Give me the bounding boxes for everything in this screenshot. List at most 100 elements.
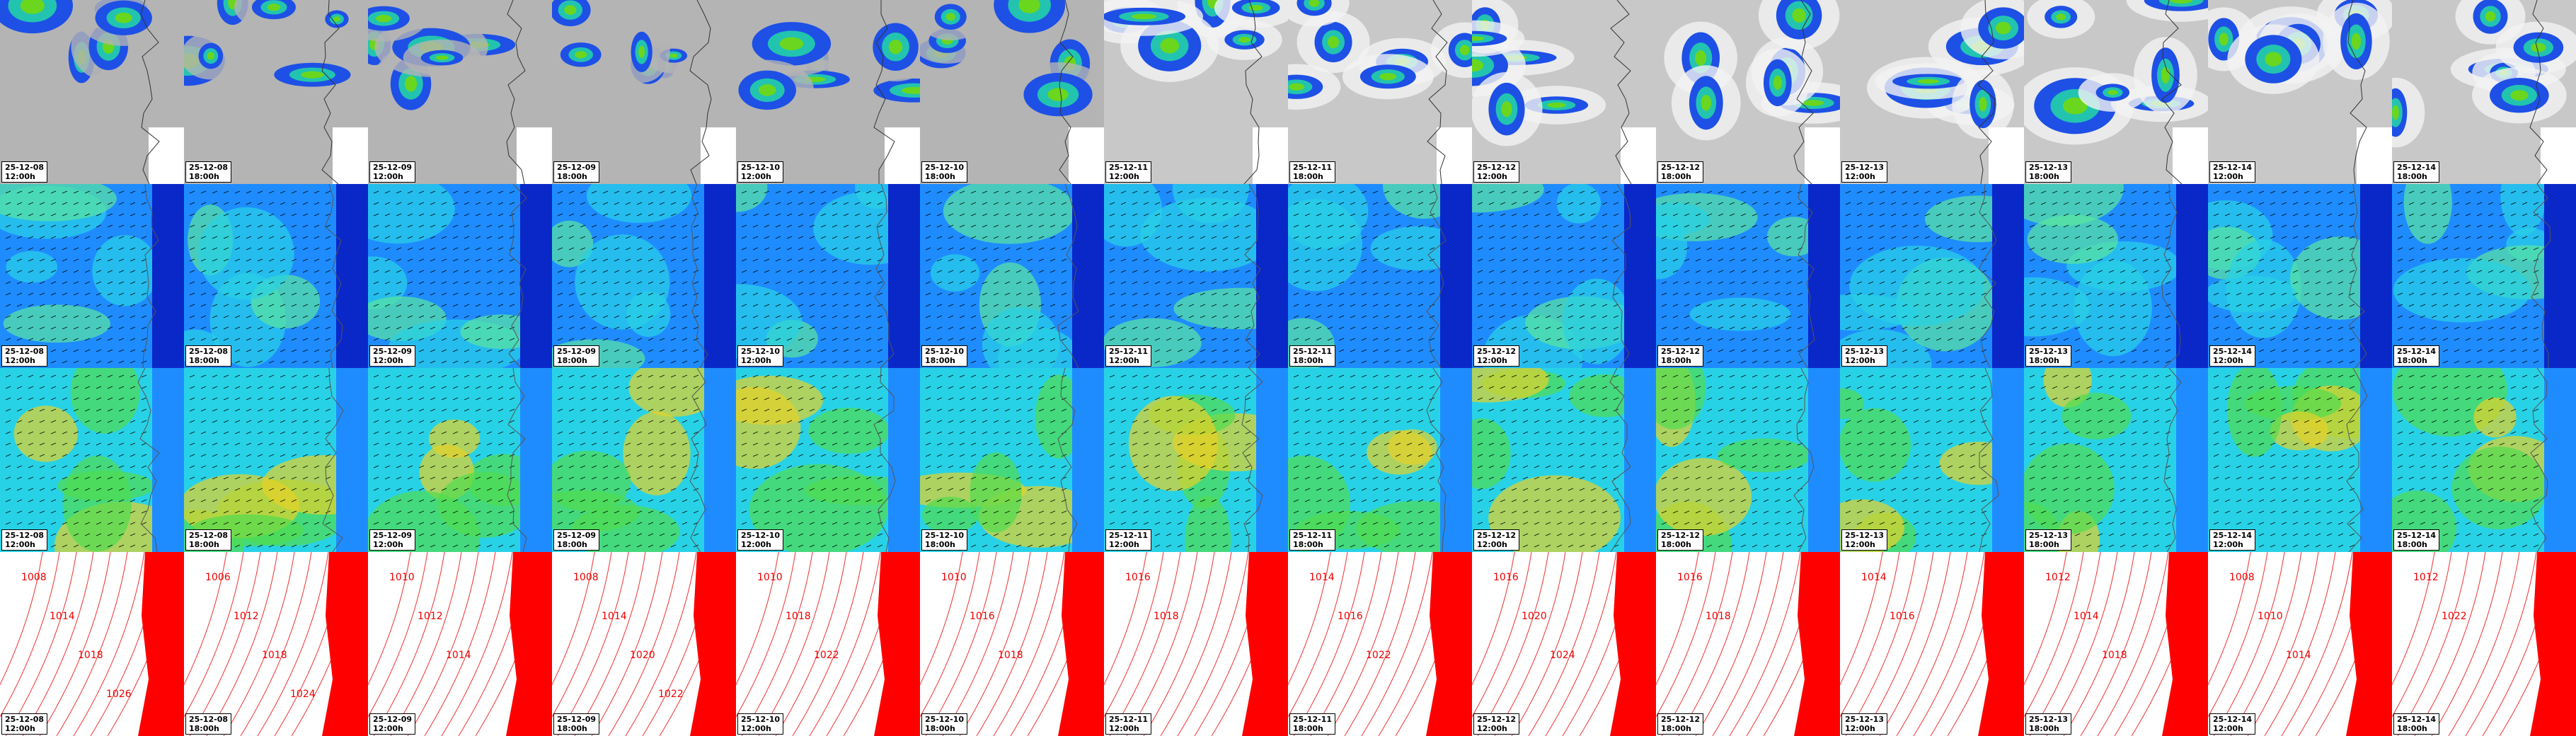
wind-arrow	[741, 442, 747, 446]
wind-arrow	[1132, 476, 1138, 480]
wind-arrow	[659, 397, 665, 401]
wind-arrow	[441, 408, 447, 412]
wind-arrow	[118, 202, 125, 205]
wind-arrow	[280, 315, 286, 318]
wind-arrow	[1695, 442, 1701, 446]
wind-arrow	[475, 326, 481, 330]
map	[1288, 0, 1472, 184]
wind-arrow	[1752, 224, 1758, 228]
isobar-label: 1018	[998, 650, 1023, 661]
wind-arrow	[1500, 499, 1506, 502]
wind-arrow	[843, 488, 849, 491]
wind-arrow	[396, 213, 402, 217]
wind-arrow	[5, 190, 11, 194]
wind-arrow	[234, 431, 241, 435]
wind-arrow	[1027, 349, 1033, 352]
wind-arrow	[62, 281, 68, 284]
wind-arrow	[1166, 431, 1172, 435]
wind-arrow	[1050, 454, 1056, 457]
wind-arrow	[775, 465, 781, 468]
wind-arrow	[1004, 386, 1011, 389]
isobar	[184, 552, 227, 686]
wind-arrow	[580, 510, 586, 514]
wind-arrow	[1752, 292, 1758, 296]
isobar	[1661, 552, 1733, 736]
wind-arrow	[1429, 247, 1435, 251]
wind-arrow	[1718, 202, 1724, 205]
wind-arrow	[28, 465, 34, 468]
wind-arrow	[682, 476, 688, 480]
wind-arrow	[625, 270, 631, 273]
wind-arrow	[16, 454, 23, 457]
wind-arrow	[670, 213, 677, 217]
wind-arrow	[1488, 465, 1495, 468]
wind-arrow	[1327, 281, 1333, 284]
wind-arrow	[925, 431, 931, 435]
wind-arrow	[212, 304, 218, 307]
map	[1104, 368, 1288, 552]
wind-arrow	[602, 522, 609, 525]
wind-arrow	[1763, 213, 1769, 217]
wind-arrow	[925, 338, 931, 341]
timestamp-label: 25-12-09 18:00h	[553, 345, 600, 367]
wind-arrow	[580, 431, 586, 435]
map-panel: 1010 1012 1014 25-12-09 12:00h	[368, 552, 552, 736]
wind-arrow	[820, 338, 827, 341]
wind-arrow	[1372, 544, 1379, 548]
wind-arrow	[1590, 442, 1597, 446]
wind-arrow	[775, 338, 781, 341]
wind-arrow	[1579, 190, 1585, 194]
wind-arrow	[832, 476, 838, 480]
wind-arrow	[1316, 420, 1322, 423]
wind-arrow	[325, 236, 331, 239]
wind-arrow	[1602, 338, 1608, 341]
wind-arrow	[682, 397, 688, 401]
wind-arrow	[280, 326, 286, 330]
wind-arrow	[441, 270, 447, 273]
wind-arrow	[970, 465, 977, 468]
wind-arrow	[1384, 442, 1390, 446]
wind-arrow	[189, 326, 195, 330]
wind-arrow	[234, 247, 241, 251]
wind-arrow	[1729, 224, 1735, 228]
timestamp-label: 25-12-11 12:00h	[1105, 713, 1152, 735]
wind-arrow	[843, 292, 849, 296]
wind-arrow	[1211, 338, 1217, 341]
wind-arrow	[1188, 360, 1195, 364]
wind-arrow	[1222, 476, 1229, 480]
wind-arrow	[73, 247, 79, 251]
wind-arrow	[84, 258, 91, 262]
wind-arrow	[1061, 374, 1067, 378]
wind-arrow	[832, 202, 838, 205]
wind-field	[1766, 217, 1821, 257]
wind-arrow	[1706, 488, 1713, 491]
wind-arrow	[1188, 224, 1195, 228]
wind-arrow	[130, 338, 136, 341]
wind-arrow	[670, 544, 677, 548]
wind-arrow	[877, 476, 883, 480]
wind-arrow	[648, 270, 654, 273]
timestamp-label: 25-12-12 12:00h	[1473, 713, 1520, 735]
wind-arrow	[1763, 397, 1769, 401]
wind-arrow	[752, 522, 759, 525]
wind-arrow	[1602, 544, 1608, 548]
date-label: 25-12-11	[1109, 531, 1149, 540]
wind-arrow	[1684, 236, 1690, 239]
wind-arrow	[854, 488, 861, 491]
wind-arrow	[670, 281, 677, 284]
wind-arrow	[1568, 224, 1574, 228]
wind-arrow	[693, 281, 699, 284]
wind-arrow	[1522, 397, 1529, 401]
wind-arrow	[1613, 258, 1619, 262]
wind-arrow	[1556, 213, 1563, 217]
wind-arrow	[509, 374, 515, 378]
map	[368, 0, 552, 184]
wind-arrow	[62, 315, 68, 318]
wind-arrow	[602, 510, 609, 514]
wind-arrow	[580, 420, 586, 423]
wind-arrow	[280, 281, 286, 284]
timestamp-label: 25-12-08 18:00h	[185, 161, 232, 183]
wind-field	[808, 408, 890, 454]
wind-arrow	[1109, 326, 1115, 330]
wind-arrow	[1132, 190, 1138, 194]
